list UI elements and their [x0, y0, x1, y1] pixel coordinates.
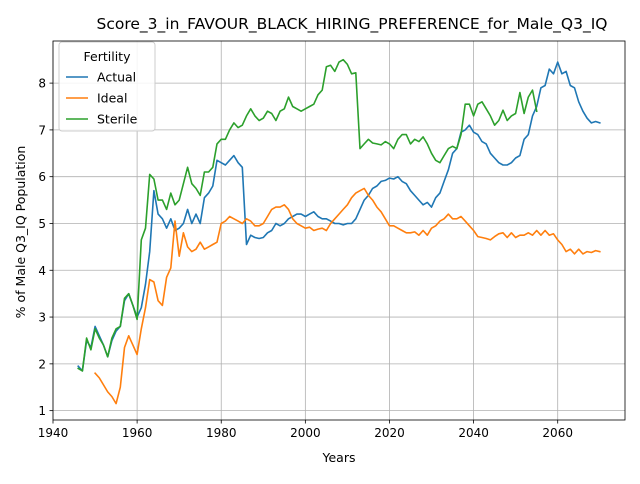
- y-tick-label: 8: [38, 77, 46, 91]
- y-axis-ticks: 1 2 3 4 5 6 7 8: [38, 77, 53, 418]
- x-tick-label: 1980: [206, 426, 237, 440]
- y-tick-label: 3: [38, 311, 46, 325]
- legend-label-sterile: Sterile: [97, 112, 138, 127]
- y-tick-label: 1: [38, 404, 46, 418]
- x-tick-label: 1940: [38, 426, 69, 440]
- legend: Fertility Actual Ideal Sterile: [58, 41, 156, 132]
- x-tick-label: 2040: [458, 426, 489, 440]
- x-tick-label: 1960: [122, 426, 153, 440]
- y-tick-label: 6: [38, 170, 46, 184]
- x-axis-label: Years: [322, 450, 356, 465]
- series-line-sterile: [77, 58, 538, 372]
- series-lines: [77, 58, 601, 405]
- series-line-actual: [77, 61, 601, 372]
- plot-frame: [52, 40, 626, 421]
- legend-title: Fertility: [84, 49, 132, 64]
- legend-label-actual: Actual: [97, 70, 136, 85]
- legend-entries: Actual Ideal Sterile: [66, 70, 138, 127]
- x-tick-label: 2000: [290, 426, 321, 440]
- y-axis-label: % of Male Q3_IQ Population: [13, 146, 28, 319]
- y-tick-label: 7: [38, 123, 46, 137]
- grid: [52, 41, 625, 420]
- x-tick-label: 2020: [374, 426, 405, 440]
- y-tick-label: 4: [38, 264, 46, 278]
- y-tick-label: 5: [38, 217, 46, 231]
- y-tick-label: 2: [38, 357, 46, 371]
- x-axis-ticks: 1940 1960 1980 2000 2020 2040 2060: [38, 420, 573, 440]
- series-line-ideal: [93, 187, 601, 405]
- x-tick-label: 2060: [542, 426, 573, 440]
- legend-label-ideal: Ideal: [97, 91, 127, 106]
- legend-box: [58, 41, 156, 132]
- chart-title: Score_3_in_FAVOUR_BLACK_HIRING_PREFERENC…: [96, 15, 607, 34]
